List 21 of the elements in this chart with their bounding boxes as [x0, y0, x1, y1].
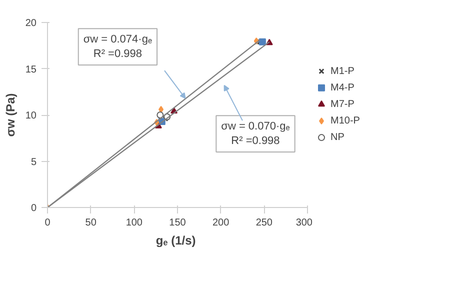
x-tick-label: 50: [85, 218, 97, 228]
legend-label: M4-P: [330, 82, 355, 94]
annotation: σw = 0.070·gₑ R² =0.998: [221, 120, 290, 147]
y-tick-label: 10: [25, 110, 37, 122]
legend-label: M1-P: [330, 66, 355, 77]
x-axis-title: gₑ (1/s): [156, 234, 196, 248]
y-tick-label: 0: [30, 203, 37, 214]
annotation: σw = 0.074·gₑ R² =0.998: [83, 34, 152, 60]
x-tick-label: 150: [169, 218, 186, 228]
y-tick-label: 20: [25, 18, 37, 29]
legend-label: M7-P: [330, 98, 355, 110]
legend-label: NP: [330, 132, 345, 144]
y-tick-label: 5: [30, 156, 37, 168]
x-tick-label: 250: [256, 218, 273, 228]
y-tick-label: 15: [25, 64, 37, 76]
x-tick-label: 300: [296, 218, 313, 228]
x-tick-label: 100: [126, 218, 143, 228]
legend-label: M10-P: [330, 115, 360, 126]
x-tick-label: 200: [212, 218, 230, 228]
x-tick-label: 0: [44, 218, 51, 228]
y-axis-title: σw (Pa): [3, 93, 18, 137]
